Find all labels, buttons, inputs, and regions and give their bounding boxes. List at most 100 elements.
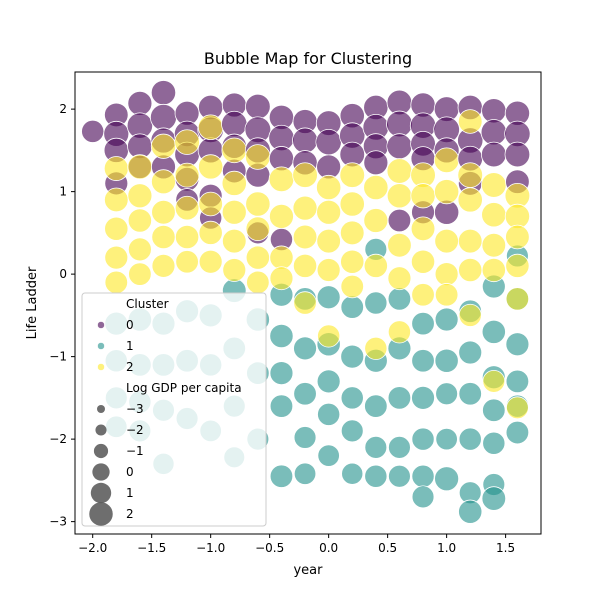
data-point-cluster-1 xyxy=(435,382,458,406)
data-point-cluster-1 xyxy=(434,348,459,373)
data-point-cluster-1 xyxy=(411,311,435,336)
data-point-cluster-2 xyxy=(127,154,153,180)
data-point-cluster-2 xyxy=(175,250,199,274)
data-point-cluster-1 xyxy=(505,369,530,394)
data-point-cluster-0 xyxy=(387,208,412,233)
data-point-cluster-0 xyxy=(386,133,413,160)
data-point-cluster-0 xyxy=(150,80,177,106)
data-point-cluster-2 xyxy=(103,156,129,181)
data-point-cluster-2 xyxy=(481,257,506,283)
data-point-cluster-0 xyxy=(221,110,248,138)
data-point-cluster-2 xyxy=(174,224,200,250)
data-point-cluster-2 xyxy=(410,183,436,209)
data-point-cluster-2 xyxy=(198,191,223,217)
data-point-cluster-2 xyxy=(505,224,530,250)
data-point-cluster-1 xyxy=(458,340,483,365)
data-point-cluster-1 xyxy=(387,287,412,311)
data-point-cluster-2 xyxy=(292,195,318,221)
data-point-cluster-2 xyxy=(198,154,224,180)
data-point-cluster-2 xyxy=(127,237,152,262)
y-tick-label: 0 xyxy=(59,267,67,281)
data-point-cluster-1 xyxy=(293,426,317,449)
data-point-cluster-1 xyxy=(481,486,507,511)
legend-size-label: −3 xyxy=(126,402,144,416)
data-point-cluster-2 xyxy=(457,162,483,188)
data-point-cluster-1 xyxy=(317,444,340,467)
y-tick-label: 1 xyxy=(59,185,67,199)
data-point-cluster-0 xyxy=(245,93,271,120)
data-point-cluster-1 xyxy=(505,420,530,445)
legend-color-label: 1 xyxy=(126,339,134,353)
data-point-cluster-1 xyxy=(364,464,388,488)
data-point-cluster-2 xyxy=(316,199,342,225)
data-point-cluster-2 xyxy=(198,249,223,274)
data-point-cluster-2 xyxy=(104,187,129,213)
legend-color-marker xyxy=(97,363,105,371)
data-point-cluster-2 xyxy=(221,137,248,164)
data-point-cluster-2 xyxy=(481,172,507,198)
data-point-cluster-2 xyxy=(458,303,482,327)
x-tick-label: 0.5 xyxy=(378,541,397,555)
data-point-cluster-2 xyxy=(222,228,247,254)
data-point-cluster-2 xyxy=(104,216,129,241)
data-point-cluster-1 xyxy=(434,466,460,492)
data-point-cluster-0 xyxy=(504,141,531,168)
data-point-cluster-1 xyxy=(364,394,388,418)
legend-size-marker xyxy=(93,443,109,459)
data-point-cluster-2 xyxy=(505,253,530,278)
data-point-cluster-2 xyxy=(457,187,483,213)
data-point-cluster-1 xyxy=(340,295,364,319)
data-point-cluster-2 xyxy=(387,320,411,344)
legend-size-marker xyxy=(90,482,112,504)
chart-title: Bubble Map for Clustering xyxy=(204,49,412,68)
data-point-cluster-1 xyxy=(411,485,435,509)
y-axis: −3 −2 −1 0 1 2 xyxy=(49,102,75,529)
data-point-cluster-1 xyxy=(269,323,294,349)
data-point-cluster-1 xyxy=(269,361,294,386)
data-point-cluster-2 xyxy=(339,220,365,246)
data-point-cluster-2 xyxy=(457,228,483,254)
data-point-cluster-2 xyxy=(197,114,224,141)
legend-color-marker xyxy=(97,342,105,350)
legend-color-label: 2 xyxy=(126,360,134,374)
legend-box xyxy=(81,292,267,527)
data-point-cluster-2 xyxy=(128,262,152,286)
data-point-cluster-2 xyxy=(104,270,129,295)
legend-color-marker xyxy=(97,321,105,329)
data-point-cluster-2 xyxy=(481,232,507,258)
data-point-cluster-2 xyxy=(316,258,341,282)
data-point-cluster-2 xyxy=(245,216,271,241)
data-point-cluster-2 xyxy=(457,109,483,134)
data-point-cluster-2 xyxy=(151,253,176,278)
data-point-cluster-2 xyxy=(246,270,270,295)
data-point-cluster-2 xyxy=(506,396,529,420)
data-point-cluster-2 xyxy=(458,257,483,283)
data-point-cluster-2 xyxy=(433,147,460,174)
y-tick-label: 2 xyxy=(59,102,67,116)
data-point-cluster-1 xyxy=(388,464,411,488)
data-point-cluster-1 xyxy=(482,398,506,422)
data-point-cluster-1 xyxy=(269,394,294,418)
data-point-cluster-2 xyxy=(387,232,412,258)
data-point-cluster-1 xyxy=(293,382,317,406)
data-point-cluster-1 xyxy=(411,464,435,488)
data-point-cluster-2 xyxy=(150,133,177,159)
data-point-cluster-2 xyxy=(174,195,200,221)
x-tick-label: 0.0 xyxy=(319,541,338,555)
data-point-cluster-2 xyxy=(198,220,223,245)
data-point-cluster-2 xyxy=(292,253,318,278)
data-point-cluster-2 xyxy=(104,245,129,270)
data-point-cluster-2 xyxy=(387,266,412,291)
legend-color-label: 0 xyxy=(126,318,134,332)
data-point-cluster-1 xyxy=(387,386,412,410)
data-point-cluster-2 xyxy=(151,224,176,250)
data-point-cluster-0 xyxy=(315,129,342,156)
data-point-cluster-2 xyxy=(363,208,389,233)
data-point-cluster-2 xyxy=(434,283,459,307)
data-point-cluster-2 xyxy=(340,249,365,274)
x-tick-label: −1.5 xyxy=(137,541,166,555)
data-point-cluster-2 xyxy=(434,228,459,254)
data-point-cluster-1 xyxy=(293,336,317,361)
data-point-cluster-1 xyxy=(340,386,364,410)
